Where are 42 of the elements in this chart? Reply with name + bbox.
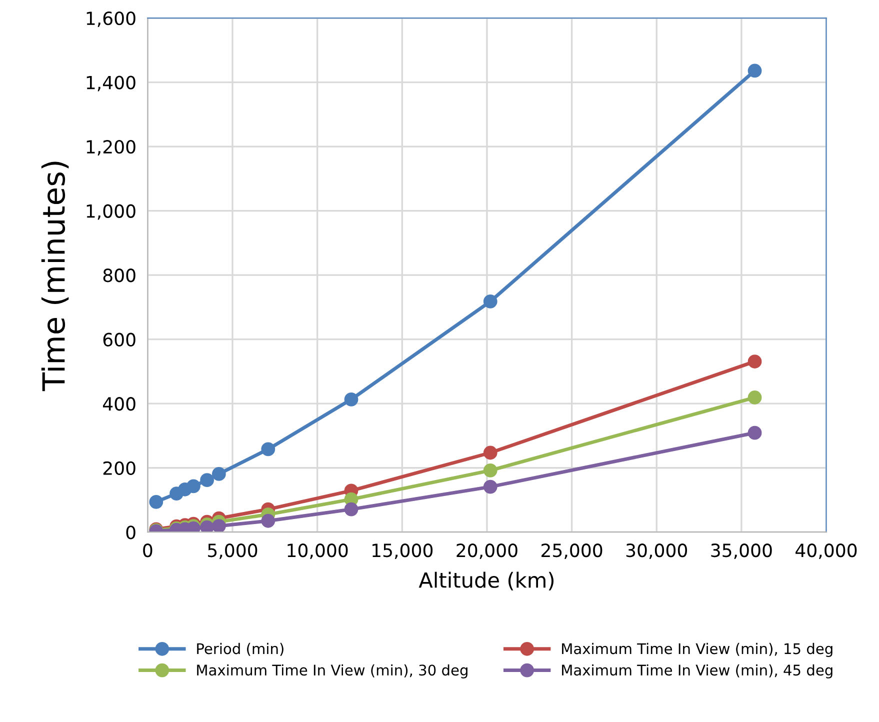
x-tick-label: 20,000 bbox=[456, 544, 518, 560]
point bbox=[212, 519, 226, 532]
point bbox=[483, 480, 498, 494]
y-tick-label: 800 bbox=[103, 268, 136, 282]
point bbox=[483, 294, 498, 308]
point bbox=[186, 479, 200, 494]
x-tick-label: 15,000 bbox=[372, 544, 433, 560]
point bbox=[748, 354, 762, 368]
y-tick-label: 0 bbox=[126, 526, 136, 540]
y-tick-label: 1,000 bbox=[86, 204, 136, 220]
y-tick-label: 1,200 bbox=[86, 140, 136, 156]
x-axis-title: Altitude (km) bbox=[418, 572, 554, 590]
legend-label: Maximum Time In View (min), 30 deg bbox=[197, 664, 468, 678]
point bbox=[200, 520, 214, 532]
point bbox=[200, 473, 214, 488]
point bbox=[149, 494, 164, 509]
y-tick-label: 1,600 bbox=[86, 12, 136, 28]
x-tick-label: 35,000 bbox=[711, 544, 772, 560]
point bbox=[483, 463, 498, 478]
point bbox=[212, 467, 226, 481]
point bbox=[748, 426, 762, 440]
legend-label: Period (min) bbox=[197, 642, 284, 656]
x-tick-label: 0 bbox=[143, 544, 152, 558]
point bbox=[748, 64, 762, 78]
point bbox=[261, 514, 276, 528]
point bbox=[483, 446, 498, 460]
x-tick-label: 10,000 bbox=[288, 544, 348, 560]
y-tick-label: 200 bbox=[103, 461, 136, 475]
point bbox=[344, 392, 358, 406]
y-axis-title: Time (minutes) bbox=[41, 162, 69, 392]
y-tick-label: 600 bbox=[103, 332, 136, 346]
point bbox=[344, 502, 358, 516]
y-tick-label: 1,400 bbox=[86, 76, 136, 92]
point bbox=[261, 442, 276, 456]
x-tick-label: 40,000 bbox=[796, 544, 857, 560]
legend-label: Maximum Time In View (min), 15 deg bbox=[562, 642, 832, 658]
x-tick-label: 30,000 bbox=[626, 544, 687, 560]
x-tick-label: 25,000 bbox=[542, 544, 602, 560]
point bbox=[748, 390, 762, 404]
legend-label: Maximum Time In View (min), 45 deg bbox=[562, 664, 832, 678]
y-tick-label: 400 bbox=[102, 397, 136, 411]
x-tick-label: 5,000 bbox=[208, 544, 258, 560]
